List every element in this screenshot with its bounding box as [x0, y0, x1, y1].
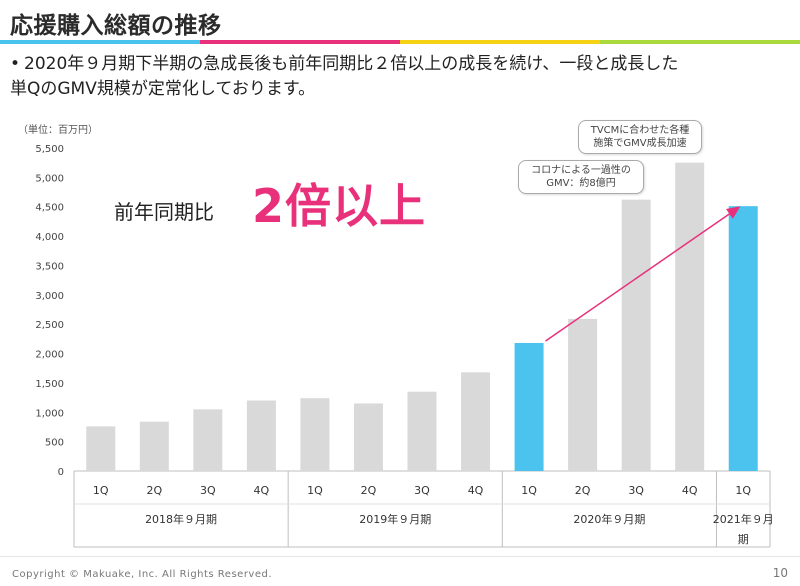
bar [300, 398, 330, 471]
growth-arrow [545, 206, 741, 342]
x-tick-label: 4Q [468, 484, 484, 497]
comparison-value: 2倍以上 [252, 179, 427, 233]
fiscal-year-label: 2019年９月期 [359, 512, 431, 526]
bar [407, 391, 437, 471]
stripe-green [600, 40, 800, 44]
y-tick-label: 5,500 [35, 144, 64, 155]
x-tick-label: 3Q [628, 484, 644, 497]
y-tick-label: 1,500 [35, 379, 64, 390]
y-tick-label: 1,000 [35, 408, 64, 419]
bar [353, 403, 383, 471]
bullet-line-2: 単QのGMV規模が定常化しております。 [10, 79, 316, 99]
y-tick-label: 2,500 [35, 320, 64, 331]
x-tick-label: 1Q [735, 484, 751, 497]
header-stripe [0, 40, 800, 44]
x-tick-label: 4Q [682, 484, 698, 497]
page-title: 応援購入総額の推移 [10, 13, 222, 39]
gmv-bar-chart: 0 500 1,000 1,500 2,000 2,500 3,000 3,500 4,000 4… [35, 144, 774, 548]
fiscal-year-label: 2021年９月 [713, 512, 774, 526]
x-tick-label: 2Q [146, 484, 162, 497]
x-tick-label: 2Q [575, 484, 591, 497]
bar [461, 372, 491, 471]
callout-tvcm-line-1: TVCMに合わせた各種 [590, 125, 690, 136]
stripe-pink [200, 40, 400, 44]
y-tick-label: 2,000 [35, 350, 64, 361]
bar [86, 426, 116, 471]
stripe-blue [0, 40, 200, 44]
callout-corona: コロナによる一過性の GMV：約8億円 [518, 160, 644, 194]
callout-tvcm-line-2: 施策でGMV成長加速 [593, 138, 687, 149]
callout-corona-line-1: コロナによる一過性の [531, 165, 631, 176]
bar [139, 421, 169, 471]
bar [568, 318, 598, 471]
fiscal-year-label: 2018年９月期 [145, 512, 217, 526]
bar [193, 409, 223, 471]
stripe-yellow [400, 40, 600, 44]
fiscal-year-label: 2020年９月期 [573, 512, 645, 526]
fiscal-year-label-cont: 期 [738, 533, 749, 546]
bullet-marker: • [10, 54, 21, 74]
y-tick-label: 4,000 [35, 232, 64, 243]
x-tick-label: 3Q [414, 484, 430, 497]
y-tick-label: 4,500 [35, 203, 64, 214]
bar [675, 162, 705, 471]
callout-corona-line-2: GMV：約8億円 [546, 178, 616, 189]
y-tick-label: 3,500 [35, 261, 64, 272]
callout-tvcm: TVCMに合わせた各種 施策でGMV成長加速 [578, 120, 702, 154]
bar [621, 199, 651, 471]
bullet-line-1: 2020年９月期下半期の急成長後も前年同期比２倍以上の成長を続け、一段と成長した [24, 54, 679, 74]
y-tick-label: 5,000 [35, 173, 64, 184]
copyright: Copyright © Makuake, Inc. All Rights Res… [12, 569, 273, 580]
page-number: 10 [772, 566, 788, 580]
footer-divider [0, 556, 800, 557]
y-tick-label: 0 [58, 467, 64, 478]
y-tick-label: 3,000 [35, 291, 64, 302]
x-tick-label: 2Q [361, 484, 377, 497]
x-tick-label: 4Q [254, 484, 270, 497]
y-tick-label: 500 [45, 438, 64, 449]
bar [514, 342, 544, 471]
x-tick-label: 1Q [521, 484, 537, 497]
x-tick-label: 1Q [93, 484, 109, 497]
bar [246, 400, 276, 471]
bar [728, 206, 758, 471]
summary-bullet: • 2020年９月期下半期の急成長後も前年同期比２倍以上の成長を続け、一段と成長し… [10, 52, 795, 102]
x-tick-label: 1Q [307, 484, 323, 497]
unit-label: （単位：百万円） [18, 125, 98, 136]
x-tick-label: 3Q [200, 484, 216, 497]
comparison-label: 前年同期比 [114, 200, 214, 224]
